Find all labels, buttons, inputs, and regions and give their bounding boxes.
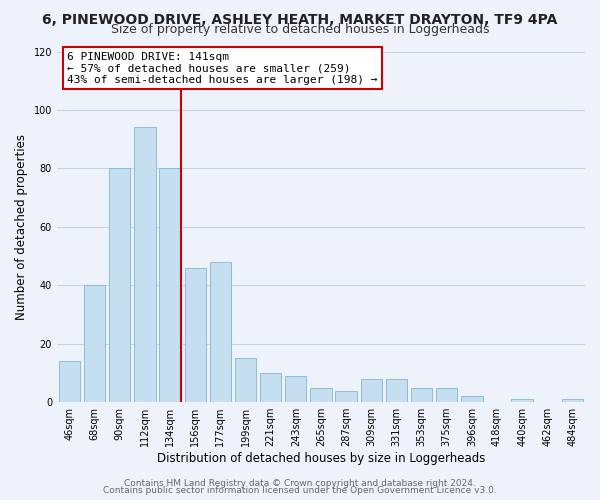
Bar	[84, 286, 106, 402]
Text: Contains HM Land Registry data © Crown copyright and database right 2024.: Contains HM Land Registry data © Crown c…	[124, 478, 476, 488]
Bar	[235, 358, 256, 402]
Bar	[461, 396, 482, 402]
Bar	[335, 390, 357, 402]
Bar	[361, 379, 382, 402]
Text: 6 PINEWOOD DRIVE: 141sqm
← 57% of detached houses are smaller (259)
43% of semi-: 6 PINEWOOD DRIVE: 141sqm ← 57% of detach…	[67, 52, 378, 84]
Bar	[59, 362, 80, 402]
Bar	[134, 128, 155, 402]
Bar	[260, 373, 281, 402]
Bar	[285, 376, 307, 402]
X-axis label: Distribution of detached houses by size in Loggerheads: Distribution of detached houses by size …	[157, 452, 485, 465]
Text: Size of property relative to detached houses in Loggerheads: Size of property relative to detached ho…	[111, 22, 489, 36]
Text: 6, PINEWOOD DRIVE, ASHLEY HEATH, MARKET DRAYTON, TF9 4PA: 6, PINEWOOD DRIVE, ASHLEY HEATH, MARKET …	[43, 12, 557, 26]
Bar	[185, 268, 206, 402]
Text: Contains public sector information licensed under the Open Government Licence v3: Contains public sector information licen…	[103, 486, 497, 495]
Bar	[511, 400, 533, 402]
Bar	[209, 262, 231, 402]
Bar	[411, 388, 432, 402]
Bar	[562, 400, 583, 402]
Bar	[436, 388, 457, 402]
Y-axis label: Number of detached properties: Number of detached properties	[15, 134, 28, 320]
Bar	[160, 168, 181, 402]
Bar	[386, 379, 407, 402]
Bar	[310, 388, 332, 402]
Bar	[109, 168, 130, 402]
